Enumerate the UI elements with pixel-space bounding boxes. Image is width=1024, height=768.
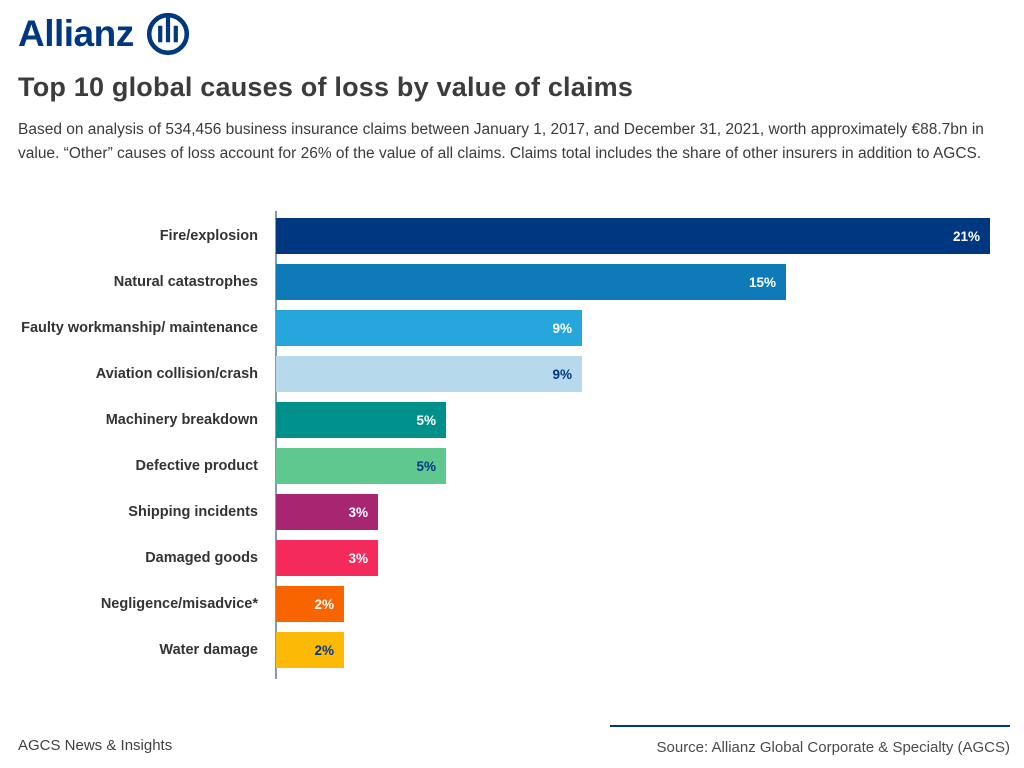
- chart-row: Damaged goods 3%: [18, 535, 1014, 581]
- bar-track: 9%: [276, 356, 1014, 392]
- allianz-logo: Allianz: [18, 12, 190, 56]
- category-label: Faulty workmanship/ maintenance: [21, 320, 258, 336]
- bar: 3%: [276, 494, 378, 530]
- chart-rows: Fire/explosion 21% Natural catastrophes 15%…: [18, 213, 1014, 673]
- category-label: Natural catastrophes: [113, 274, 258, 290]
- bar-value-label: 3%: [348, 550, 368, 566]
- bar-value-label: 21%: [952, 228, 980, 244]
- chart-row: Fire/explosion 21%: [18, 213, 1014, 259]
- category-label: Machinery breakdown: [105, 412, 258, 428]
- category-label: Water damage: [159, 642, 258, 658]
- bar-track: 3%: [276, 540, 1014, 576]
- category-label: Shipping incidents: [128, 504, 258, 520]
- bar: 9%: [276, 310, 582, 346]
- bar: 2%: [276, 586, 344, 622]
- bar: 3%: [276, 540, 378, 576]
- category-label: Negligence/misadvice*: [100, 596, 258, 612]
- bar-value-label: 15%: [748, 274, 776, 290]
- bar-value-label: 3%: [348, 504, 368, 520]
- source-text: Source: Allianz Global Corporate & Speci…: [656, 739, 1011, 756]
- source-block: Source: Allianz Global Corporate & Speci…: [610, 725, 1010, 756]
- bar-track: 5%: [276, 448, 1014, 484]
- page-title: Top 10 global causes of loss by value of…: [18, 72, 634, 102]
- allianz-wordmark: Allianz: [18, 13, 134, 54]
- chart-row: Water damage 2%: [18, 627, 1014, 673]
- bar-track: 9%: [276, 310, 1014, 346]
- category-label: Defective product: [135, 458, 258, 474]
- chart-row: Shipping incidents 3%: [18, 489, 1014, 535]
- bar: 21%: [276, 218, 990, 254]
- chart-row: Aviation collision/crash 9%: [18, 351, 1014, 397]
- bar-track: 2%: [276, 632, 1014, 668]
- category-label: Fire/explosion: [159, 228, 258, 244]
- page-subtitle: Based on analysis of 534,456 business in…: [18, 121, 984, 163]
- bar-chart: Fire/explosion 21% Natural catastrophes 15%…: [18, 211, 1014, 679]
- bar: 5%: [276, 402, 446, 438]
- category-label: Aviation collision/crash: [95, 366, 258, 382]
- chart-row: Negligence/misadvice* 2%: [18, 581, 1014, 627]
- bar-track: 5%: [276, 402, 1014, 438]
- bar: 15%: [276, 264, 786, 300]
- category-label: Damaged goods: [145, 550, 258, 566]
- bar-value-label: 9%: [552, 320, 572, 336]
- allianz-eagle-icon: [146, 12, 190, 56]
- bar-track: 15%: [276, 264, 1014, 300]
- footer-left-text: AGCS News & Insights: [18, 737, 173, 754]
- bar-value-label: 5%: [416, 412, 436, 428]
- bar-value-label: 9%: [552, 366, 572, 382]
- bar-value-label: 5%: [416, 458, 436, 474]
- bar: 5%: [276, 448, 446, 484]
- bar-track: 2%: [276, 586, 1014, 622]
- chart-axis-line: [275, 211, 277, 679]
- chart-row: Machinery breakdown 5%: [18, 397, 1014, 443]
- bar: 9%: [276, 356, 582, 392]
- bar-value-label: 2%: [314, 642, 334, 658]
- bar-value-label: 2%: [314, 596, 334, 612]
- chart-row: Natural catastrophes 15%: [18, 259, 1014, 305]
- chart-row: Defective product 5%: [18, 443, 1014, 489]
- bar-track: 3%: [276, 494, 1014, 530]
- chart-row: Faulty workmanship/ maintenance 9%: [18, 305, 1014, 351]
- bar-track: 21%: [276, 218, 1014, 254]
- bar: 2%: [276, 632, 344, 668]
- source-divider-line: [610, 725, 1010, 727]
